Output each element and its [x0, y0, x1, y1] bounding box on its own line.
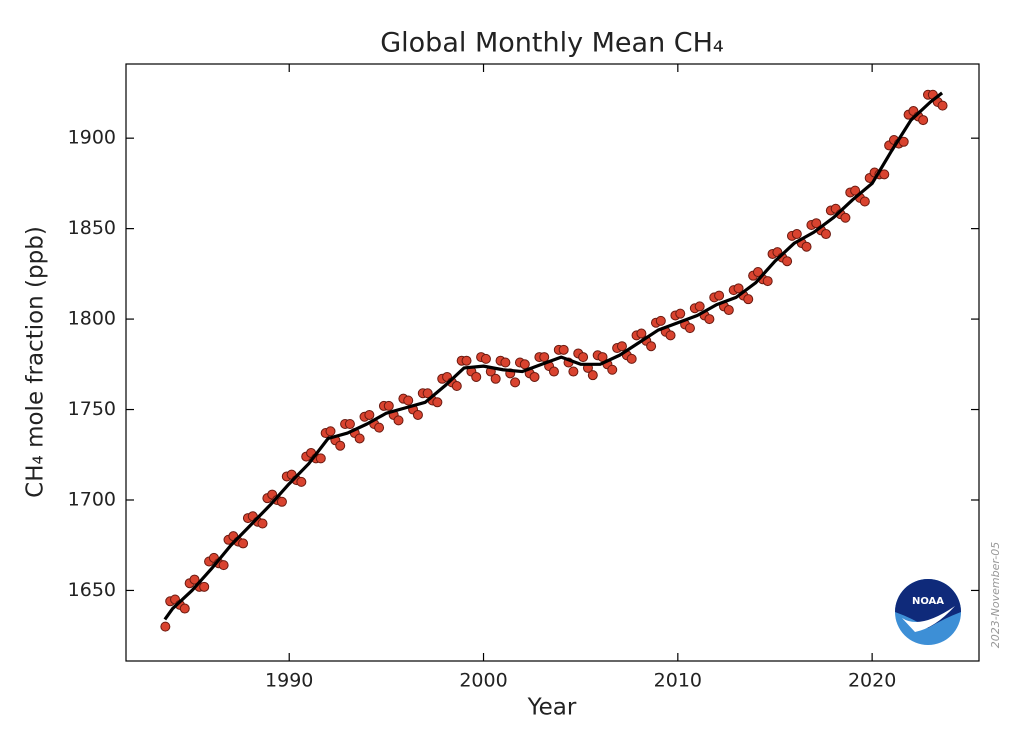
data-point — [335, 440, 346, 451]
data-point — [714, 290, 725, 301]
x-tick-label: 2020 — [848, 670, 896, 692]
data-point — [403, 395, 414, 406]
data-point — [743, 294, 754, 305]
data-point — [548, 366, 559, 377]
data-point — [646, 341, 657, 352]
logo-gull — [902, 606, 955, 632]
data-point — [723, 305, 734, 316]
data-point — [850, 185, 861, 196]
data-point — [461, 355, 472, 366]
logo-text: NOAA — [912, 596, 944, 607]
data-point — [616, 341, 627, 352]
data-point — [820, 229, 831, 240]
data-point — [607, 364, 618, 375]
data-point — [374, 422, 385, 433]
y-tick-label: 1850 — [68, 217, 116, 239]
data-point — [480, 353, 491, 364]
data-point — [422, 388, 433, 399]
data-point — [383, 400, 394, 411]
data-point — [354, 433, 365, 444]
data-point — [568, 366, 579, 377]
data-point — [791, 229, 802, 240]
data-point — [782, 256, 793, 267]
data-point — [655, 315, 666, 326]
data-point — [539, 352, 550, 363]
data-point — [344, 419, 355, 430]
data-point — [937, 100, 948, 111]
data-point — [840, 212, 851, 223]
data-point — [811, 218, 822, 229]
data-point — [199, 581, 210, 592]
plot-frame — [125, 63, 980, 662]
data-point — [364, 409, 375, 420]
y-tick-label: 1700 — [68, 488, 116, 510]
data-point — [626, 353, 637, 364]
data-point — [179, 603, 190, 614]
data-point — [257, 518, 268, 529]
y-tick-label: 1650 — [68, 579, 116, 601]
data-point — [471, 371, 482, 382]
data-point — [325, 426, 336, 437]
data-point — [160, 621, 171, 632]
data-point — [218, 560, 229, 571]
data-point — [238, 538, 249, 549]
data-point — [558, 344, 569, 355]
data-point — [636, 328, 647, 339]
data-point — [490, 373, 501, 384]
data-point — [578, 352, 589, 363]
noaa-logo: NOAA — [895, 579, 961, 645]
y-tick-label: 1750 — [68, 398, 116, 420]
data-point — [510, 377, 521, 388]
data-point — [859, 196, 870, 207]
data-point — [296, 476, 307, 487]
data-point — [519, 359, 530, 370]
y-tick-label: 1900 — [68, 127, 116, 149]
data-point — [500, 357, 511, 368]
date-annotation: 2023-November-05 — [989, 542, 1002, 649]
data-point — [451, 381, 462, 392]
data-point — [315, 453, 326, 464]
y-axis-label: CH₄ mole fraction (ppb) — [23, 226, 49, 498]
data-point — [412, 409, 423, 420]
data-point — [587, 370, 598, 381]
data-point — [694, 301, 705, 312]
data-point — [801, 241, 812, 252]
data-point — [189, 574, 200, 585]
x-tick-label: 2010 — [654, 670, 702, 692]
data-point — [733, 283, 744, 294]
data-point — [879, 169, 890, 180]
y-tick-label: 1800 — [68, 308, 116, 330]
data-point — [432, 397, 443, 408]
data-point — [684, 323, 695, 334]
data-point — [918, 115, 929, 126]
x-axis-label: Year — [527, 695, 577, 721]
data-point — [675, 308, 686, 319]
data-point — [529, 371, 540, 382]
data-point — [704, 314, 715, 325]
data-point — [752, 267, 763, 278]
data-point — [762, 276, 773, 287]
data-point — [276, 496, 287, 507]
x-tick-label: 2000 — [459, 670, 507, 692]
x-tick-label: 1990 — [265, 670, 313, 692]
data-point — [393, 415, 404, 426]
data-point — [665, 330, 676, 341]
data-point — [898, 136, 909, 147]
trend-line — [163, 91, 944, 621]
chart-title: Global Monthly Mean CH₄ — [380, 28, 724, 59]
